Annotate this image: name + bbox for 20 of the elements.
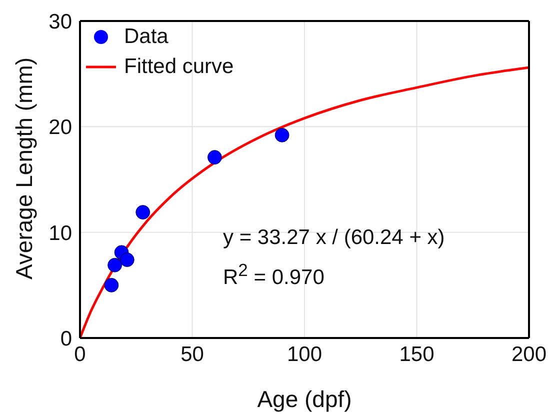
point xyxy=(104,278,119,292)
y-tick-label: 0 xyxy=(60,327,72,350)
legend-label: Data xyxy=(124,24,168,50)
point xyxy=(274,128,290,142)
annotation: y = 33.27 x / (60.24 + x) xyxy=(223,226,445,250)
x-tick-label: 200 xyxy=(511,342,547,366)
x-axis-title: Age (dpf) xyxy=(257,386,352,412)
x-tick-label: 150 xyxy=(399,342,434,366)
y-axis-title: Average Length (mm) xyxy=(11,57,38,280)
point xyxy=(136,205,150,220)
legend-label: Fitted curve xyxy=(124,54,234,80)
y-tick-label: 10 xyxy=(48,222,72,245)
point xyxy=(208,150,222,165)
y-tick-label: 20 xyxy=(48,116,72,140)
point xyxy=(108,258,122,272)
x-tick-label: 100 xyxy=(286,342,322,366)
point xyxy=(120,252,134,268)
annotation: R$^{2}$ = 0.970 xyxy=(223,260,324,290)
y-tick-label: 30 xyxy=(48,10,72,34)
x-tick-label: 50 xyxy=(180,342,204,366)
